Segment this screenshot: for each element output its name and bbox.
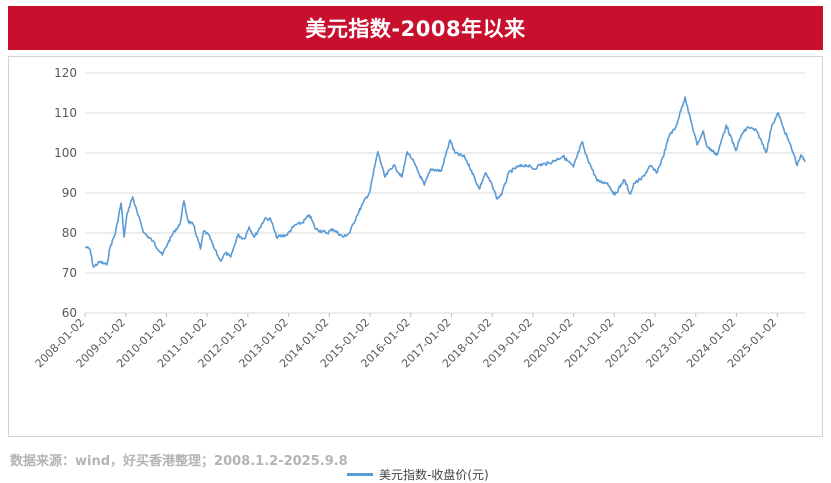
- y-tick-label: 120: [54, 66, 77, 80]
- y-tick-label: 90: [62, 186, 77, 200]
- y-tick-label: 70: [62, 266, 77, 280]
- y-tick-label: 60: [62, 306, 77, 320]
- source-note: 数据来源：wind，好买香港整理；2008.1.2-2025.9.8: [10, 454, 348, 469]
- y-tick-label: 110: [54, 106, 77, 120]
- line-chart: 607080901001101202008-01-022009-01-02201…: [33, 66, 806, 370]
- chart-title: 美元指数-2008年以来: [8, 6, 823, 50]
- series-line-dxy: [84, 96, 806, 268]
- y-tick-label: 80: [62, 226, 77, 240]
- y-tick-label: 100: [54, 146, 77, 160]
- chart-frame: 60 70 80 90 100 110 120 2008-01-02 2009-01-02 201…: [8, 56, 823, 482]
